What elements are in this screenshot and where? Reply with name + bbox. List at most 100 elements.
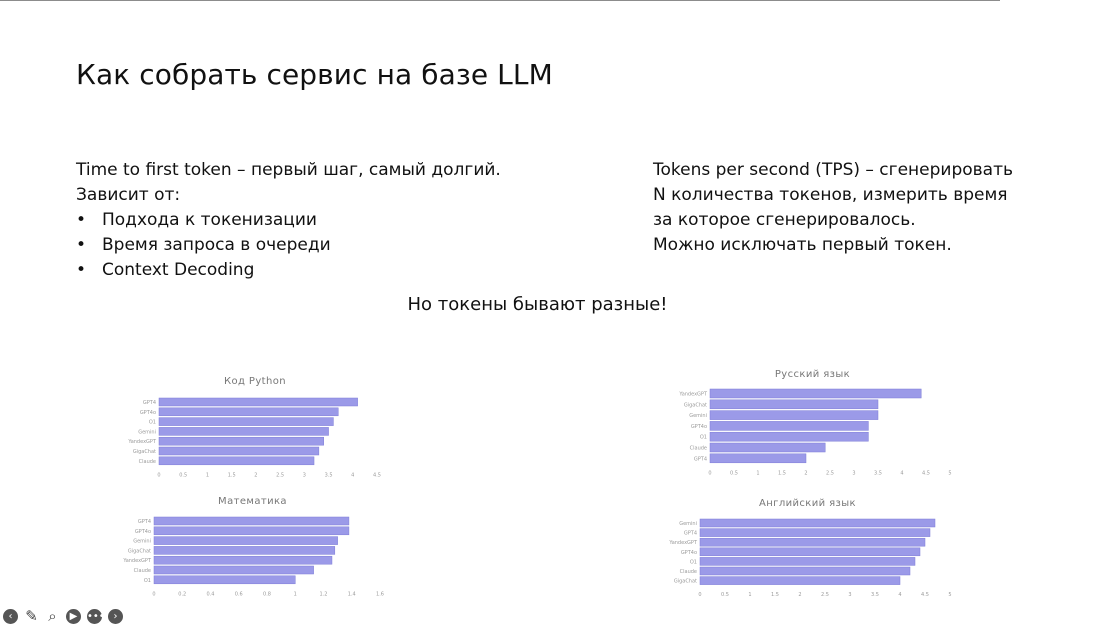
presentation-toolbar: ‹ ✎ ⌕ ▶ ••• › <box>3 606 123 626</box>
chart-bar <box>709 453 807 464</box>
chart-title: Английский язык <box>758 498 856 509</box>
chart-bar <box>699 518 936 528</box>
category-label: GPT4o <box>691 424 707 430</box>
bullet-dot-icon: • <box>76 210 87 230</box>
ttft-bullet-text: Время запроса в очереди <box>102 235 331 255</box>
tick-label: 3.5 <box>325 473 333 479</box>
category-label: GigaChat <box>128 548 151 554</box>
category-label: O1 <box>700 435 707 441</box>
category-label: GigaChat <box>684 402 707 408</box>
ttft-bullet: • Время запроса в очереди <box>76 233 501 258</box>
pencil-icon[interactable]: ✎ <box>25 606 38 625</box>
category-label: YandexGPT <box>127 439 157 445</box>
chart-title: Математика <box>218 496 287 507</box>
video-icon[interactable]: ▶ <box>66 608 81 624</box>
chart-bar <box>158 456 315 466</box>
tick-label: 0 <box>157 473 160 479</box>
chart-svg: YandexGPT GigaChat Gemini GPT4o O1 Claude GPT4… <box>678 388 952 477</box>
tick-label: 1 <box>294 592 297 598</box>
tick-label: 2.5 <box>826 471 834 477</box>
tick-label: 1 <box>748 592 751 598</box>
ttft-bullet-text: Подхода к токенизации <box>102 210 317 230</box>
ttft-text-block: Time to first token – первый шаг, самый … <box>76 158 501 283</box>
chart-bar <box>699 547 921 557</box>
tick-label: 1.5 <box>771 592 779 598</box>
chart-english: Английский язык Gemini GPT4 YandexGPT GPT4o… <box>660 498 955 610</box>
tick-label: 1.5 <box>228 473 236 479</box>
chart-bar <box>153 526 350 536</box>
chart-bar <box>153 546 336 555</box>
ttft-bullet: • Context Decoding <box>76 258 501 283</box>
category-label: GPT4 <box>694 456 707 462</box>
category-label: GPT4 <box>684 531 697 537</box>
ttft-bullet-text: Context Decoding <box>102 260 255 280</box>
forward-arrow-icon[interactable]: › <box>108 608 123 624</box>
chart-bar <box>153 516 350 526</box>
chart-bar <box>709 388 922 399</box>
tps-line: N количества токенов, измерить время <box>653 185 1008 205</box>
chart-title: Код Python <box>224 376 286 387</box>
back-arrow-icon[interactable]: ‹ <box>3 608 18 624</box>
tick-label: 0.8 <box>263 592 271 598</box>
tick-label: 4 <box>351 473 354 479</box>
tick-label: 1.2 <box>320 592 328 598</box>
category-label: Gemini <box>138 429 156 435</box>
tick-label: 5 <box>948 471 951 477</box>
tick-label: 5 <box>948 592 951 598</box>
category-label: Gemini <box>689 413 707 419</box>
tick-label: 3 <box>848 592 851 598</box>
chart-bar <box>699 528 931 537</box>
ttft-heading-bold: Time to first token <box>76 160 232 180</box>
tick-label: 1.4 <box>348 592 356 598</box>
tick-label: 0.5 <box>721 592 729 598</box>
tick-label: 2 <box>798 592 801 598</box>
tick-label: 2.5 <box>276 473 284 479</box>
chart-svg: GPT4 GPT4o O1 Gemini YandexGPT GigaChat Claude… <box>127 397 381 479</box>
tick-label: 4.5 <box>373 473 381 479</box>
tick-label: 0.5 <box>730 471 738 477</box>
chart-bar <box>699 537 926 547</box>
tps-line: за которое сгенерировалось. <box>653 210 916 230</box>
category-label: GigaChat <box>674 579 697 585</box>
bullet-dot-icon: • <box>76 260 87 280</box>
ttft-bullet: • Подхода к токенизации <box>76 208 501 233</box>
chart-bar <box>709 410 879 420</box>
tick-label: 0 <box>152 592 155 598</box>
tps-heading-bold: Tokens per second (TPS) <box>653 160 860 180</box>
slide-title: Как собрать сервис на базе LLM <box>76 58 553 91</box>
chart-bar <box>158 436 324 446</box>
chart-svg: GPT4 GPT4o Gemini GigaChat YandexGPT Claude O1… <box>122 516 384 598</box>
chart-bar <box>709 421 869 431</box>
chart-bar <box>158 446 320 456</box>
category-label: GPT4o <box>135 529 151 535</box>
chart-bar <box>699 576 901 585</box>
category-label: O1 <box>149 420 156 426</box>
top-divider <box>0 0 1000 1</box>
tick-label: 3.5 <box>874 471 882 477</box>
chart-bar <box>158 397 358 407</box>
tps-heading: Tokens per second (TPS) – сгенерировать <box>653 158 1013 183</box>
category-label: O1 <box>690 559 697 565</box>
category-label: YandexGPT <box>122 558 152 564</box>
more-icon[interactable]: ••• <box>87 608 105 624</box>
chart-russian: Русский язык YandexGPT GigaChat Gemini GPT4… <box>660 369 965 481</box>
tick-label: 1.6 <box>376 592 384 598</box>
tick-label: 1 <box>756 471 759 477</box>
tick-label: 0 <box>708 471 711 477</box>
category-label: Claude <box>139 459 156 465</box>
tick-label: 4.5 <box>921 592 929 598</box>
category-label: GPT4 <box>138 519 151 525</box>
search-icon[interactable]: ⌕ <box>48 606 57 625</box>
tps-line: Можно исключать первый токен. <box>653 235 952 255</box>
chart-bar <box>153 575 296 585</box>
chart-bar <box>699 566 911 576</box>
tick-label: 3.5 <box>871 592 879 598</box>
chart-title: Русский язык <box>774 369 851 380</box>
category-label: GigaChat <box>133 449 156 455</box>
center-note: Но токены бывают разные! <box>407 294 668 315</box>
tick-label: 1.5 <box>778 471 786 477</box>
category-label: GPT4o <box>140 410 156 416</box>
tps-heading-rest: – сгенерировать <box>860 160 1014 180</box>
category-label: Claude <box>680 569 697 575</box>
